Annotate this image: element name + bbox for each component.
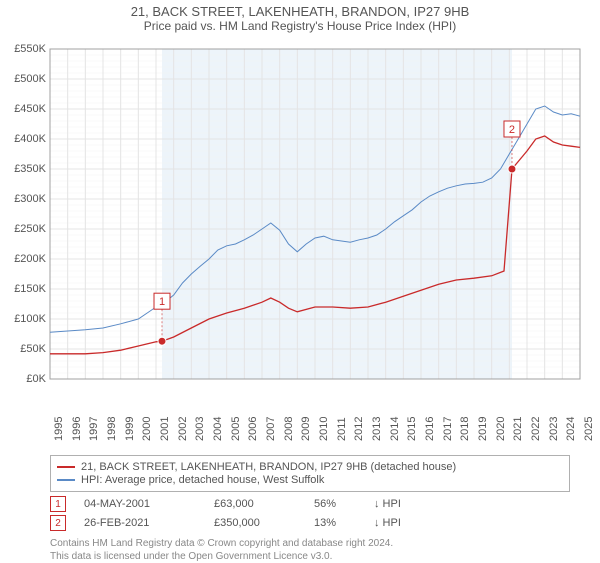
x-tick-label: 2003: [194, 417, 206, 441]
marker-row: 1 04-MAY-2001£63,00056%↓ HPI: [50, 496, 600, 512]
y-tick-label: £100K: [14, 313, 46, 325]
marker-date: 04-MAY-2001: [84, 498, 214, 510]
y-tick-label: £250K: [14, 223, 46, 235]
y-tick-label: £0K: [26, 373, 46, 385]
line-chart: 12: [0, 39, 600, 409]
x-tick-label: 1998: [106, 417, 118, 441]
marker-arrow-icon: ↓ HPI: [374, 498, 401, 510]
y-tick-label: £50K: [20, 343, 46, 355]
x-tick-label: 1996: [71, 417, 83, 441]
x-tick-label: 2011: [336, 417, 348, 441]
x-tick-label: 2005: [230, 417, 242, 441]
marker-number-icon: 1: [50, 496, 66, 512]
y-tick-label: £350K: [14, 163, 46, 175]
x-tick-label: 2008: [283, 417, 295, 441]
legend-label: HPI: Average price, detached house, West…: [81, 474, 324, 486]
svg-text:2: 2: [509, 124, 515, 136]
x-tick-label: 1997: [88, 417, 100, 441]
x-tick-label: 2023: [548, 417, 560, 441]
x-tick-label: 2012: [353, 417, 365, 441]
x-axis-labels: 1995 1996 1997 1998 1999 2000 2001 2002 2003 2004…: [0, 409, 600, 449]
x-tick-label: 2014: [389, 417, 401, 441]
x-tick-label: 2013: [371, 417, 383, 441]
marker-table: 1 04-MAY-2001£63,00056%↓ HPI 2 26-FEB-2021£…: [0, 496, 600, 531]
svg-text:1: 1: [159, 296, 165, 308]
x-tick-label: 2007: [265, 417, 277, 441]
y-tick-label: £550K: [14, 43, 46, 55]
x-tick-label: 2022: [530, 417, 542, 441]
x-tick-label: 2025: [583, 417, 595, 441]
chart-area: £0K £50K £100K £150K £200K £250K £300K £350K £40…: [0, 39, 600, 449]
x-tick-label: 2002: [177, 417, 189, 441]
legend-item: 21, BACK STREET, LAKENHEATH, BRANDON, IP…: [57, 461, 563, 473]
y-tick-label: £400K: [14, 133, 46, 145]
y-tick-label: £200K: [14, 253, 46, 265]
x-tick-label: 2009: [300, 417, 312, 441]
x-tick-label: 2001: [159, 417, 171, 441]
legend: 21, BACK STREET, LAKENHEATH, BRANDON, IP…: [50, 455, 570, 492]
legend-item: HPI: Average price, detached house, West…: [57, 474, 563, 486]
x-tick-label: 2020: [495, 417, 507, 441]
x-tick-label: 2015: [406, 417, 418, 441]
x-tick-label: 2019: [477, 417, 489, 441]
x-tick-label: 2000: [141, 417, 153, 441]
legend-swatch: [57, 466, 75, 468]
marker-price: £63,000: [214, 498, 314, 510]
marker-pct: 13%: [314, 517, 374, 529]
legend-swatch: [57, 479, 75, 481]
y-tick-label: £300K: [14, 193, 46, 205]
x-tick-label: 2010: [318, 417, 330, 441]
marker-row: 2 26-FEB-2021£350,00013%↓ HPI: [50, 515, 600, 531]
footer-line: Contains HM Land Registry data © Crown c…: [50, 537, 600, 550]
x-tick-label: 2004: [212, 417, 224, 441]
marker-arrow-icon: ↓ HPI: [374, 517, 401, 529]
x-tick-label: 2006: [247, 417, 259, 441]
y-tick-label: £500K: [14, 73, 46, 85]
x-tick-label: 1995: [53, 417, 65, 441]
marker-number-icon: 2: [50, 515, 66, 531]
marker-price: £350,000: [214, 517, 314, 529]
x-tick-label: 2018: [459, 417, 471, 441]
chart-title: 21, BACK STREET, LAKENHEATH, BRANDON, IP…: [0, 0, 600, 19]
x-tick-label: 2021: [512, 417, 524, 441]
x-tick-label: 1999: [124, 417, 136, 441]
x-tick-label: 2024: [565, 417, 577, 441]
chart-subtitle: Price paid vs. HM Land Registry's House …: [0, 19, 600, 39]
y-tick-label: £150K: [14, 283, 46, 295]
legend-label: 21, BACK STREET, LAKENHEATH, BRANDON, IP…: [81, 461, 456, 473]
x-tick-label: 2017: [442, 417, 454, 441]
marker-date: 26-FEB-2021: [84, 517, 214, 529]
container: 21, BACK STREET, LAKENHEATH, BRANDON, IP…: [0, 0, 600, 563]
footer: Contains HM Land Registry data © Crown c…: [50, 537, 600, 563]
x-tick-label: 2016: [424, 417, 436, 441]
marker-pct: 56%: [314, 498, 374, 510]
footer-line: This data is licensed under the Open Gov…: [50, 550, 600, 563]
y-tick-label: £450K: [14, 103, 46, 115]
